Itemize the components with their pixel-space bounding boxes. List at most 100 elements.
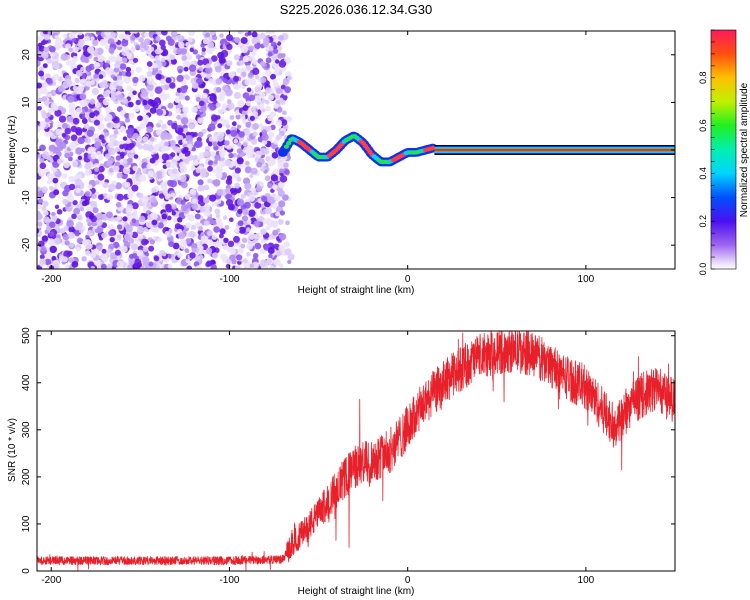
x-tick-label: 100 — [578, 274, 595, 285]
noise-point — [201, 51, 206, 56]
noise-point — [102, 182, 109, 189]
noise-point — [171, 211, 176, 216]
noise-point — [74, 229, 80, 235]
noise-point — [176, 114, 182, 120]
x-tick-label: 0 — [405, 575, 411, 586]
noise-point — [81, 73, 87, 79]
y-tick-label: -20 — [21, 238, 32, 253]
noise-point — [39, 258, 46, 265]
x-tick-label: 100 — [578, 575, 595, 586]
noise-point — [67, 95, 75, 103]
noise-point — [237, 220, 244, 227]
noise-point — [196, 156, 202, 161]
noise-point — [37, 91, 41, 99]
noise-point — [166, 193, 171, 199]
noise-point — [114, 62, 121, 69]
noise-point — [215, 102, 221, 108]
noise-point — [132, 165, 139, 172]
noise-point — [233, 91, 241, 100]
noise-point — [249, 146, 254, 151]
noise-point — [137, 115, 143, 122]
noise-point — [264, 207, 272, 215]
noise-point — [265, 87, 272, 94]
noise-point — [241, 116, 246, 121]
noise-point — [147, 66, 153, 72]
noise-point — [245, 65, 251, 71]
noise-point — [44, 100, 50, 106]
noise-point — [198, 66, 203, 72]
noise-point — [89, 98, 96, 105]
noise-point — [51, 255, 57, 261]
noise-point — [79, 206, 85, 212]
noise-point — [37, 240, 45, 248]
noise-point — [272, 184, 278, 191]
noise-point — [275, 87, 282, 95]
noise-point — [123, 76, 131, 84]
noise-point — [49, 245, 57, 254]
noise-point — [138, 174, 147, 182]
noise-point — [239, 60, 245, 66]
noise-point — [225, 124, 231, 129]
noise-point — [142, 136, 149, 143]
noise-point — [277, 45, 282, 51]
y-tick-label: 100 — [21, 515, 32, 532]
noise-point — [142, 246, 149, 252]
noise-point — [84, 168, 92, 176]
noise-point — [209, 31, 215, 36]
noise-point — [170, 192, 176, 198]
noise-point — [138, 37, 144, 43]
noise-point — [237, 208, 243, 214]
noise-point — [160, 44, 166, 51]
noise-point — [275, 211, 280, 217]
noise-point — [280, 53, 286, 58]
noise-point — [146, 71, 153, 78]
noise-point — [253, 220, 260, 227]
noise-point — [37, 167, 40, 172]
noise-point — [146, 201, 153, 208]
colorbar-tick-label: 0.6 — [698, 119, 708, 132]
noise-point — [197, 179, 204, 186]
snr-y-ticks: 0 100 200 300 400 500 — [21, 327, 675, 574]
noise-point — [209, 194, 217, 202]
x-tick-label: -100 — [219, 575, 239, 586]
noise-point — [282, 110, 287, 116]
noise-point — [273, 48, 279, 54]
noise-point — [216, 199, 222, 205]
noise-point — [241, 109, 248, 116]
noise-point — [265, 57, 272, 64]
noise-point — [87, 184, 93, 190]
noise-point — [74, 225, 81, 231]
noise-point — [265, 31, 272, 35]
noise-point — [240, 37, 248, 44]
noise-point — [267, 182, 273, 189]
noise-point — [198, 254, 204, 261]
noise-point — [189, 188, 196, 195]
noise-point — [261, 108, 266, 113]
noise-point — [127, 157, 133, 164]
noise-point — [31, 33, 37, 39]
noise-point — [128, 112, 135, 119]
noise-point — [259, 181, 264, 187]
noise-point — [37, 221, 43, 227]
noise-point — [43, 34, 50, 41]
y-tick-label: 0 — [21, 147, 32, 153]
noise-point — [150, 212, 157, 219]
noise-point — [49, 231, 55, 237]
noise-point — [168, 228, 173, 234]
noise-point — [125, 207, 133, 215]
noise-point — [92, 248, 100, 256]
noise-point — [41, 235, 49, 242]
noise-point — [53, 189, 60, 196]
noise-point — [109, 237, 115, 243]
snr-series-line — [37, 331, 675, 571]
noise-point — [248, 55, 256, 62]
noise-point — [37, 246, 41, 252]
noise-point — [243, 128, 251, 137]
noise-point — [203, 220, 210, 226]
noise-point — [215, 87, 222, 93]
colorbar-gradient — [711, 30, 736, 269]
noise-point — [167, 102, 174, 109]
noise-point — [178, 41, 185, 49]
noise-point — [116, 260, 124, 268]
noise-point — [274, 94, 280, 99]
